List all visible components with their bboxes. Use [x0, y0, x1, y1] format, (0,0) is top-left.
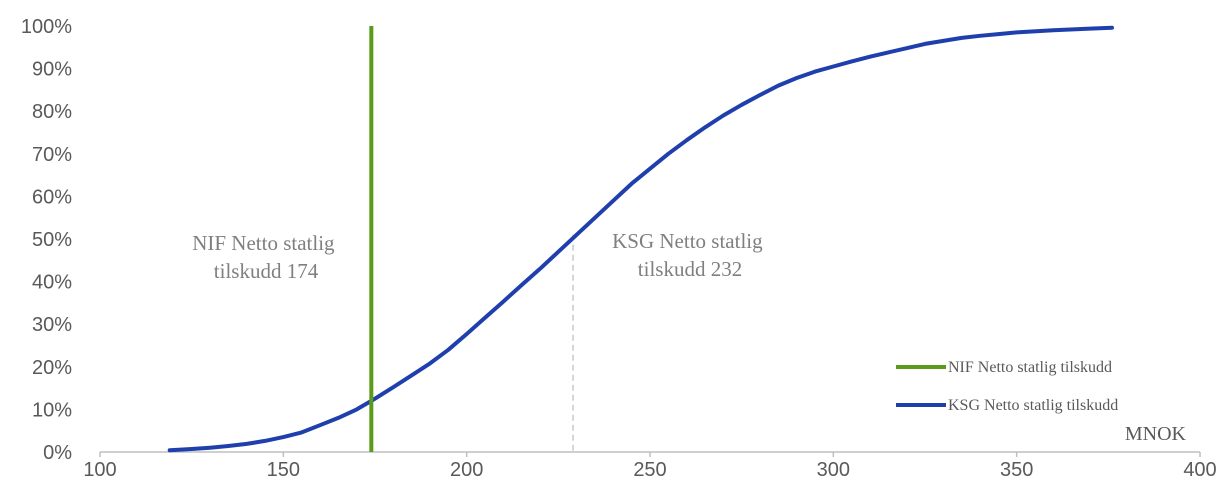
x-tick-label: 400: [1183, 459, 1216, 481]
ksg-annotation: KSG Netto statlig tilskudd 232: [612, 229, 768, 281]
ksg-annotation-line-2: tilskudd 232: [638, 257, 742, 281]
y-axis-tick-labels: 0% 10% 20% 30% 40% 50% 60% 70% 80% 90% 100%: [21, 16, 72, 464]
y-tick-label: 20%: [32, 357, 72, 379]
y-tick-label: 80%: [32, 101, 72, 123]
x-axis-unit-label: MNOK: [1125, 423, 1187, 445]
y-tick-label: 60%: [32, 186, 72, 208]
nif-annotation-line-2: tilskudd 174: [214, 259, 319, 283]
y-tick-label: 30%: [32, 314, 72, 336]
y-tick-label: 100%: [21, 16, 72, 38]
x-axis-tick-marks: [99, 452, 1201, 457]
nif-annotation-line-1: NIF Netto statlig: [192, 231, 335, 255]
legend-ksg-label: KSG Netto statlig tilskudd: [948, 397, 1118, 414]
legend: NIF Netto statlig tilskudd KSG Netto sta…: [896, 359, 1118, 414]
x-tick-label: 100: [83, 459, 116, 481]
y-tick-label: 90%: [32, 59, 72, 81]
x-tick-label: 350: [1000, 459, 1033, 481]
legend-nif-label: NIF Netto statlig tilskudd: [948, 359, 1112, 376]
ksg-series-line: [167, 25, 1114, 453]
nif-annotation: NIF Netto statlig tilskudd 174: [192, 231, 340, 283]
y-tick-label: 50%: [32, 229, 72, 251]
ksg-annotation-line-1: KSG Netto statlig: [612, 229, 763, 253]
x-tick-label: 300: [817, 459, 850, 481]
y-tick-label: 10%: [32, 399, 72, 421]
x-tick-label: 250: [633, 459, 666, 481]
y-tick-label: 0%: [43, 442, 72, 464]
y-tick-label: 40%: [32, 272, 72, 294]
y-tick-label: 70%: [32, 144, 72, 166]
x-axis-tick-labels: 100 150 200 250 300 350 400: [83, 459, 1216, 481]
x-tick-label: 200: [450, 459, 483, 481]
x-tick-label: 150: [267, 459, 300, 481]
